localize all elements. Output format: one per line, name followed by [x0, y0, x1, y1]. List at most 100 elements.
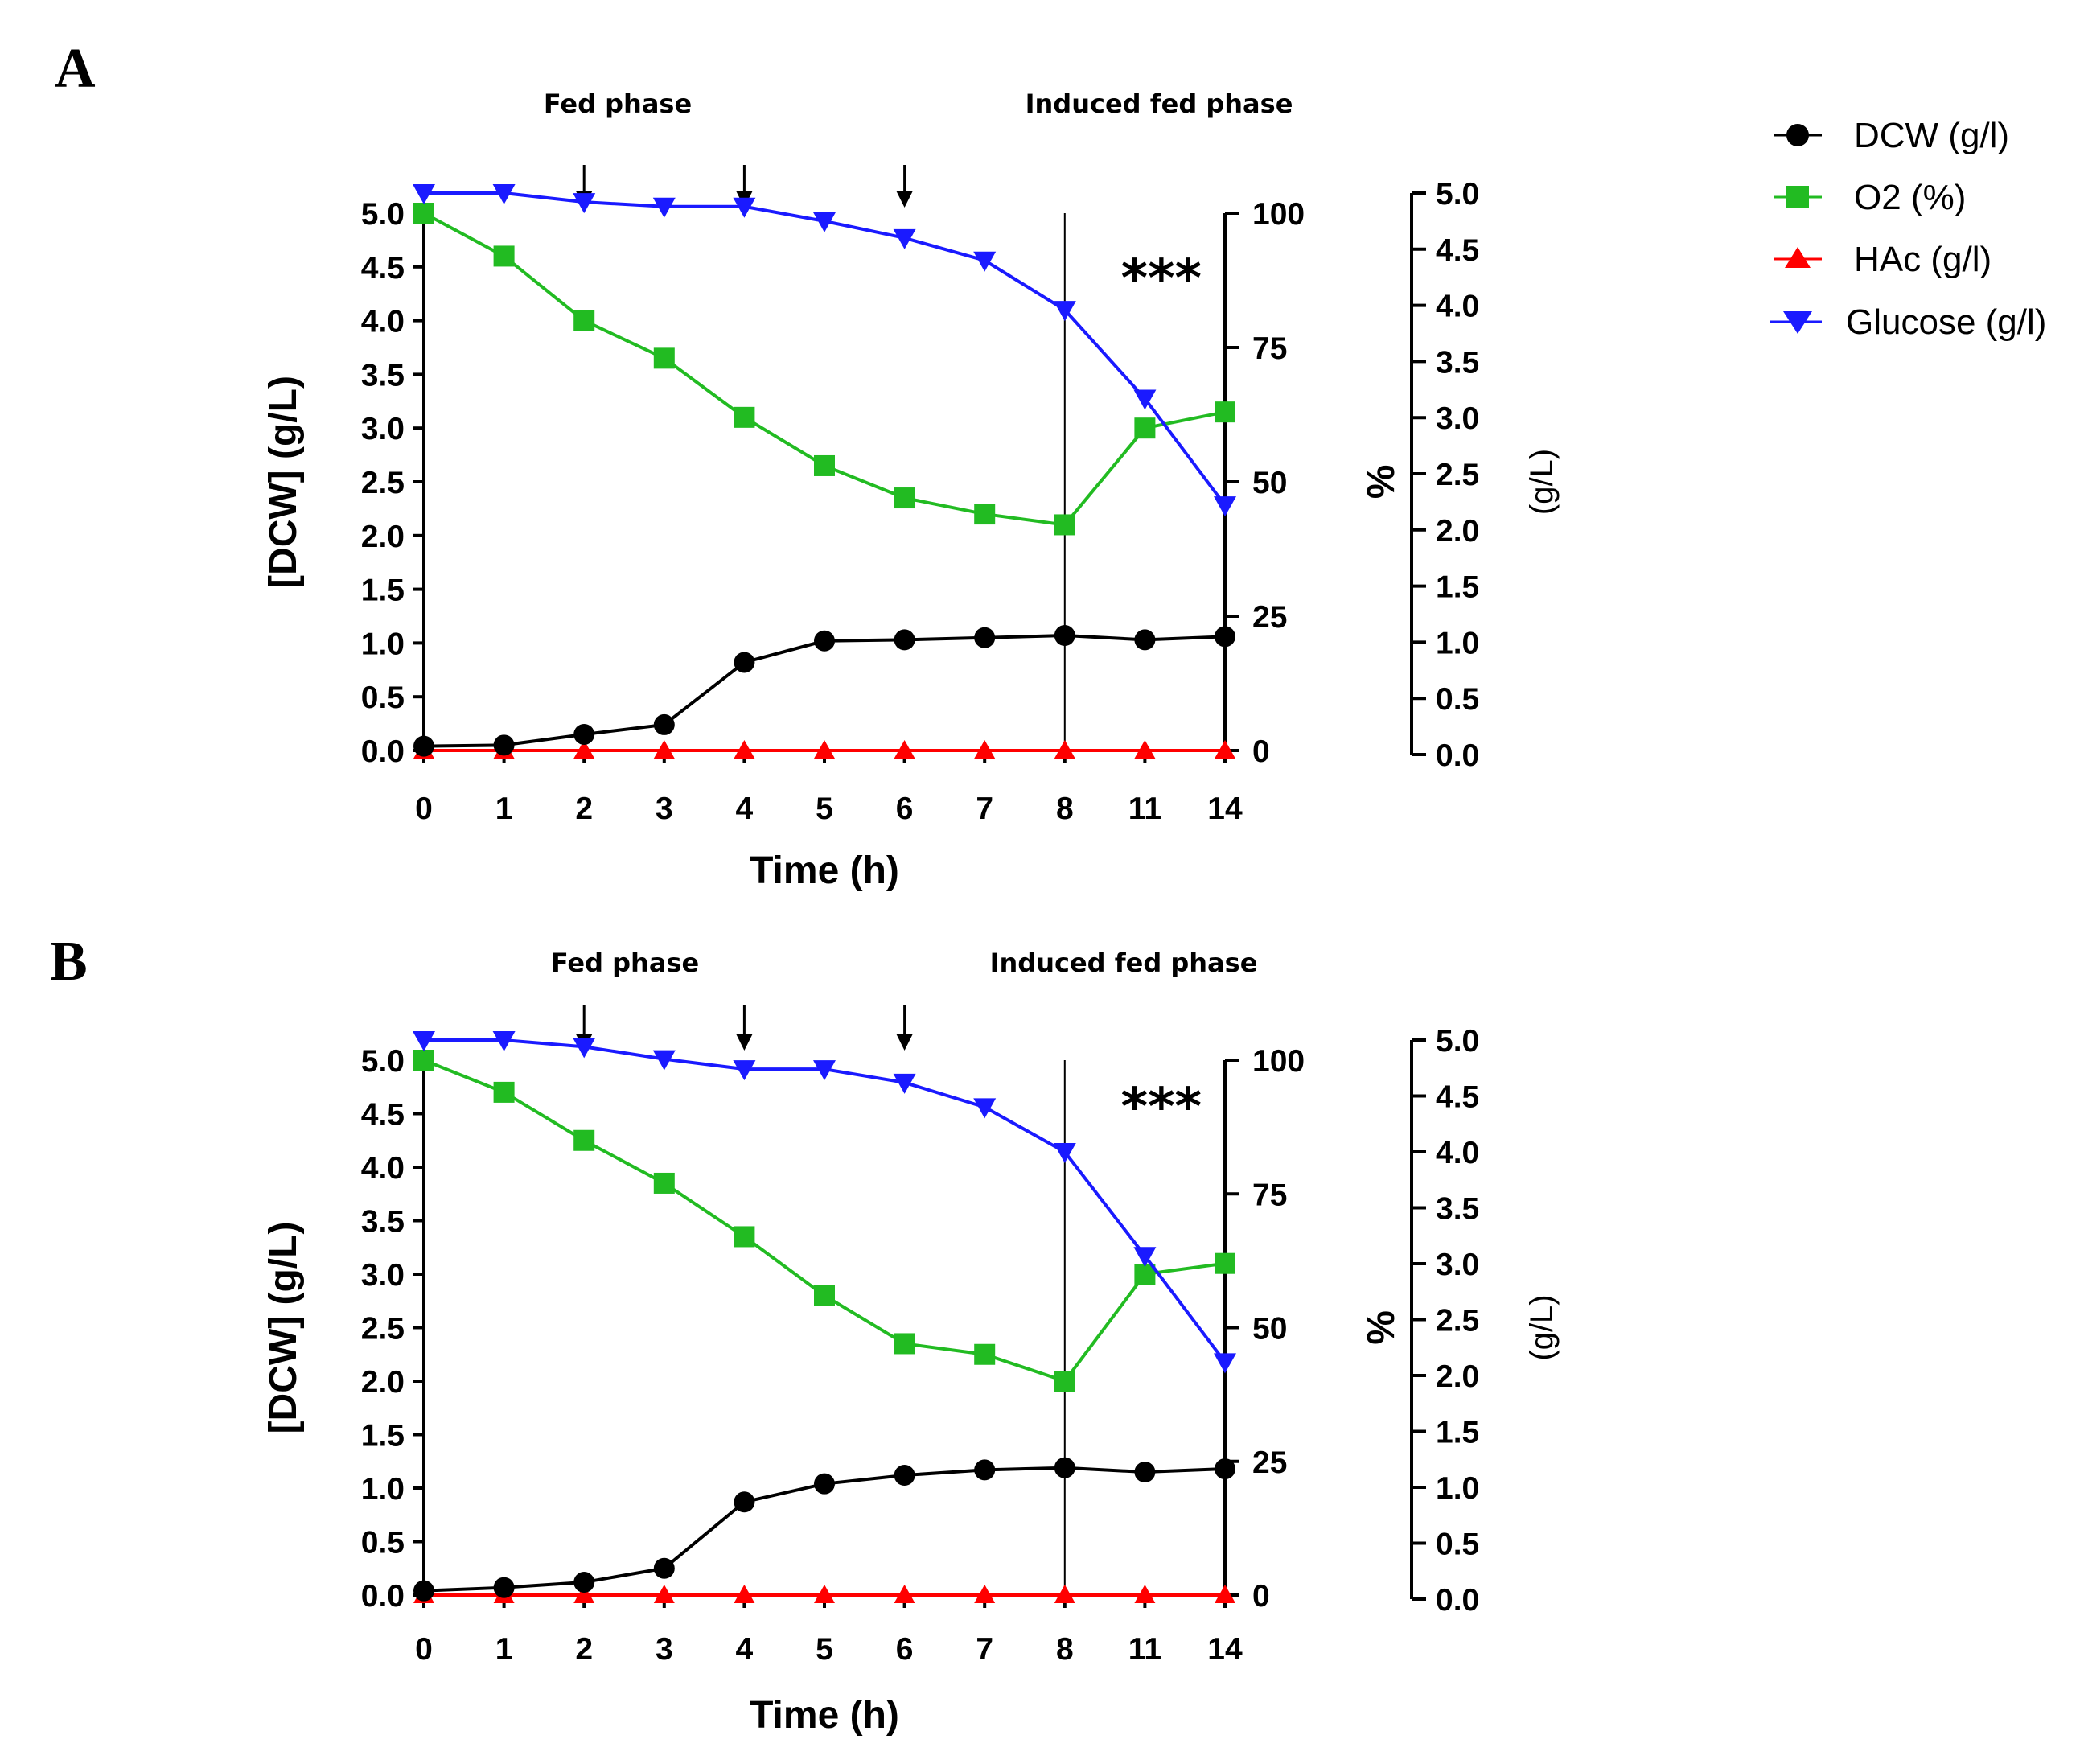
chart-panel-a: A Fed phase Induced fed phase *** 0.0 0.5 1.0 1… [55, 38, 1560, 892]
y-right-tick-label: 1.5 [1436, 570, 1479, 605]
y-right-tick-label: 3.0 [1436, 401, 1479, 436]
significance-stars: *** [1121, 249, 1202, 309]
data-point-hac [1134, 1585, 1156, 1603]
y-left-tick-label: 3.5 [361, 1205, 405, 1240]
data-point-hac [894, 1585, 915, 1603]
y-right-tick-label: 3.5 [1436, 345, 1479, 380]
data-point-o2 [814, 454, 835, 476]
data-point-hac [1134, 740, 1156, 759]
y-axis-mid-title: % [1359, 1310, 1401, 1345]
data-point-glucose [492, 1031, 516, 1051]
data-point-o2 [1054, 1371, 1075, 1392]
x-tick-label: 1 [495, 1632, 513, 1667]
x-tick-label: 14 [1207, 792, 1243, 826]
data-point-glucose [652, 1050, 676, 1071]
data-point-hac [1215, 1585, 1235, 1603]
y-left-tick-label: 2.0 [361, 520, 405, 554]
y-left-tick-label: 1.0 [361, 627, 405, 661]
data-point-dcw [814, 630, 835, 652]
y-mid-tick-label: 50 [1252, 1312, 1287, 1347]
legend-item-glucose: Glucose (g/l) [1770, 302, 2046, 342]
data-point-glucose [973, 251, 997, 272]
legend: DCW (g/l) O2 (%) HAc (g/l) Glucose (g/l) [1770, 116, 2046, 342]
circle-marker-icon [1786, 124, 1809, 146]
y-right-tick-label: 0.0 [1436, 738, 1479, 773]
y-axis-left: 0.0 0.5 1.0 1.5 2.0 2.5 3.0 3.5 4.0 4.5 5.0 [DCW] (… [262, 197, 425, 769]
data-point-o2 [974, 1343, 996, 1365]
feed-arrow-icon [896, 165, 913, 208]
data-point-o2 [413, 1050, 434, 1071]
data-point-hac [573, 740, 595, 759]
legend-item-dcw: DCW (g/l) [1774, 116, 2009, 155]
x-tick-label: 14 [1207, 1632, 1243, 1667]
x-tick-label: 7 [976, 792, 993, 826]
y-left-tick-label: 4.5 [361, 251, 405, 286]
data-point-dcw [573, 723, 595, 745]
series-line [423, 634, 1226, 748]
x-tick-label: 5 [816, 792, 833, 826]
data-point-glucose [1214, 1353, 1236, 1374]
feed-arrow-head [736, 1034, 753, 1051]
legend-label-dcw: DCW (g/l) [1854, 116, 2009, 155]
x-axis: 0 1 2 3 4 5 6 7 8 11 14 Time (h) [415, 749, 1243, 892]
y-mid-tick-label: 50 [1252, 466, 1287, 500]
y-right-tick-label: 1.0 [1436, 626, 1479, 660]
data-point-o2 [413, 203, 434, 224]
data-point-glucose [733, 197, 756, 218]
data-point-glucose [573, 193, 596, 214]
series-line [423, 212, 1226, 527]
x-tick-label: 6 [896, 792, 914, 826]
data-point-glucose [813, 212, 836, 232]
data-point-dcw [894, 1465, 915, 1486]
square-marker-icon [1786, 186, 1809, 208]
data-point-glucose [973, 1098, 997, 1119]
phase-label-induced: Induced fed phase [990, 948, 1258, 978]
series-glucose [413, 1031, 1236, 1374]
data-point-o2 [894, 487, 915, 509]
series-dcw [413, 625, 1235, 757]
x-tick-label: 0 [415, 792, 433, 826]
series-glucose [413, 184, 1236, 517]
series-hac [413, 1585, 1235, 1603]
data-point-o2 [493, 1081, 515, 1103]
data-point-dcw [1054, 625, 1075, 647]
data-point-o2 [734, 1226, 755, 1248]
data-point-hac [1054, 1585, 1075, 1603]
data-point-hac [573, 1585, 595, 1603]
y-mid-tick-label: 100 [1252, 1044, 1305, 1079]
data-point-o2 [1054, 514, 1075, 536]
data-point-hac [653, 1585, 675, 1603]
data-point-o2 [814, 1285, 835, 1306]
data-point-dcw [493, 734, 515, 756]
y-left-tick-label: 5.0 [361, 1044, 405, 1079]
y-right-tick-label: 1.0 [1436, 1471, 1479, 1506]
y-left-tick-label: 1.0 [361, 1472, 405, 1507]
data-point-o2 [1215, 401, 1235, 423]
feed-arrow-icon [736, 1005, 753, 1051]
y-right-tick-label: 4.5 [1436, 1080, 1479, 1115]
legend-item-hac: HAc (g/l) [1774, 240, 1992, 279]
data-point-glucose [1053, 301, 1076, 322]
y-mid-tick-label: 25 [1252, 1445, 1287, 1480]
x-axis-title: Time (h) [750, 849, 899, 892]
x-tick-label: 4 [736, 1632, 754, 1667]
data-point-glucose [813, 1060, 836, 1081]
series-hac [413, 740, 1235, 759]
panel-letter: B [50, 931, 88, 993]
y-left-tick-label: 0.0 [361, 734, 405, 769]
data-point-dcw [1134, 1462, 1156, 1483]
data-point-o2 [1134, 417, 1156, 439]
data-point-dcw [974, 1459, 996, 1481]
x-tick-label: 3 [656, 1632, 673, 1667]
data-point-dcw [1134, 629, 1156, 651]
data-point-o2 [653, 347, 675, 369]
y-mid-tick-label: 0 [1252, 1579, 1270, 1614]
data-point-dcw [1215, 1458, 1235, 1480]
series-dcw [413, 1457, 1235, 1602]
data-point-hac [814, 1585, 835, 1603]
y-right-tick-label: 5.0 [1436, 1024, 1479, 1059]
data-point-o2 [734, 406, 755, 428]
y-right-tick-label: 3.0 [1436, 1248, 1479, 1282]
feed-arrow-icon [896, 1005, 913, 1051]
y-axis-right: 0.0 0.5 1.0 1.5 2.0 2.5 3.0 3.5 4.0 4.5 5.0 (g/L) [1410, 1024, 1560, 1618]
